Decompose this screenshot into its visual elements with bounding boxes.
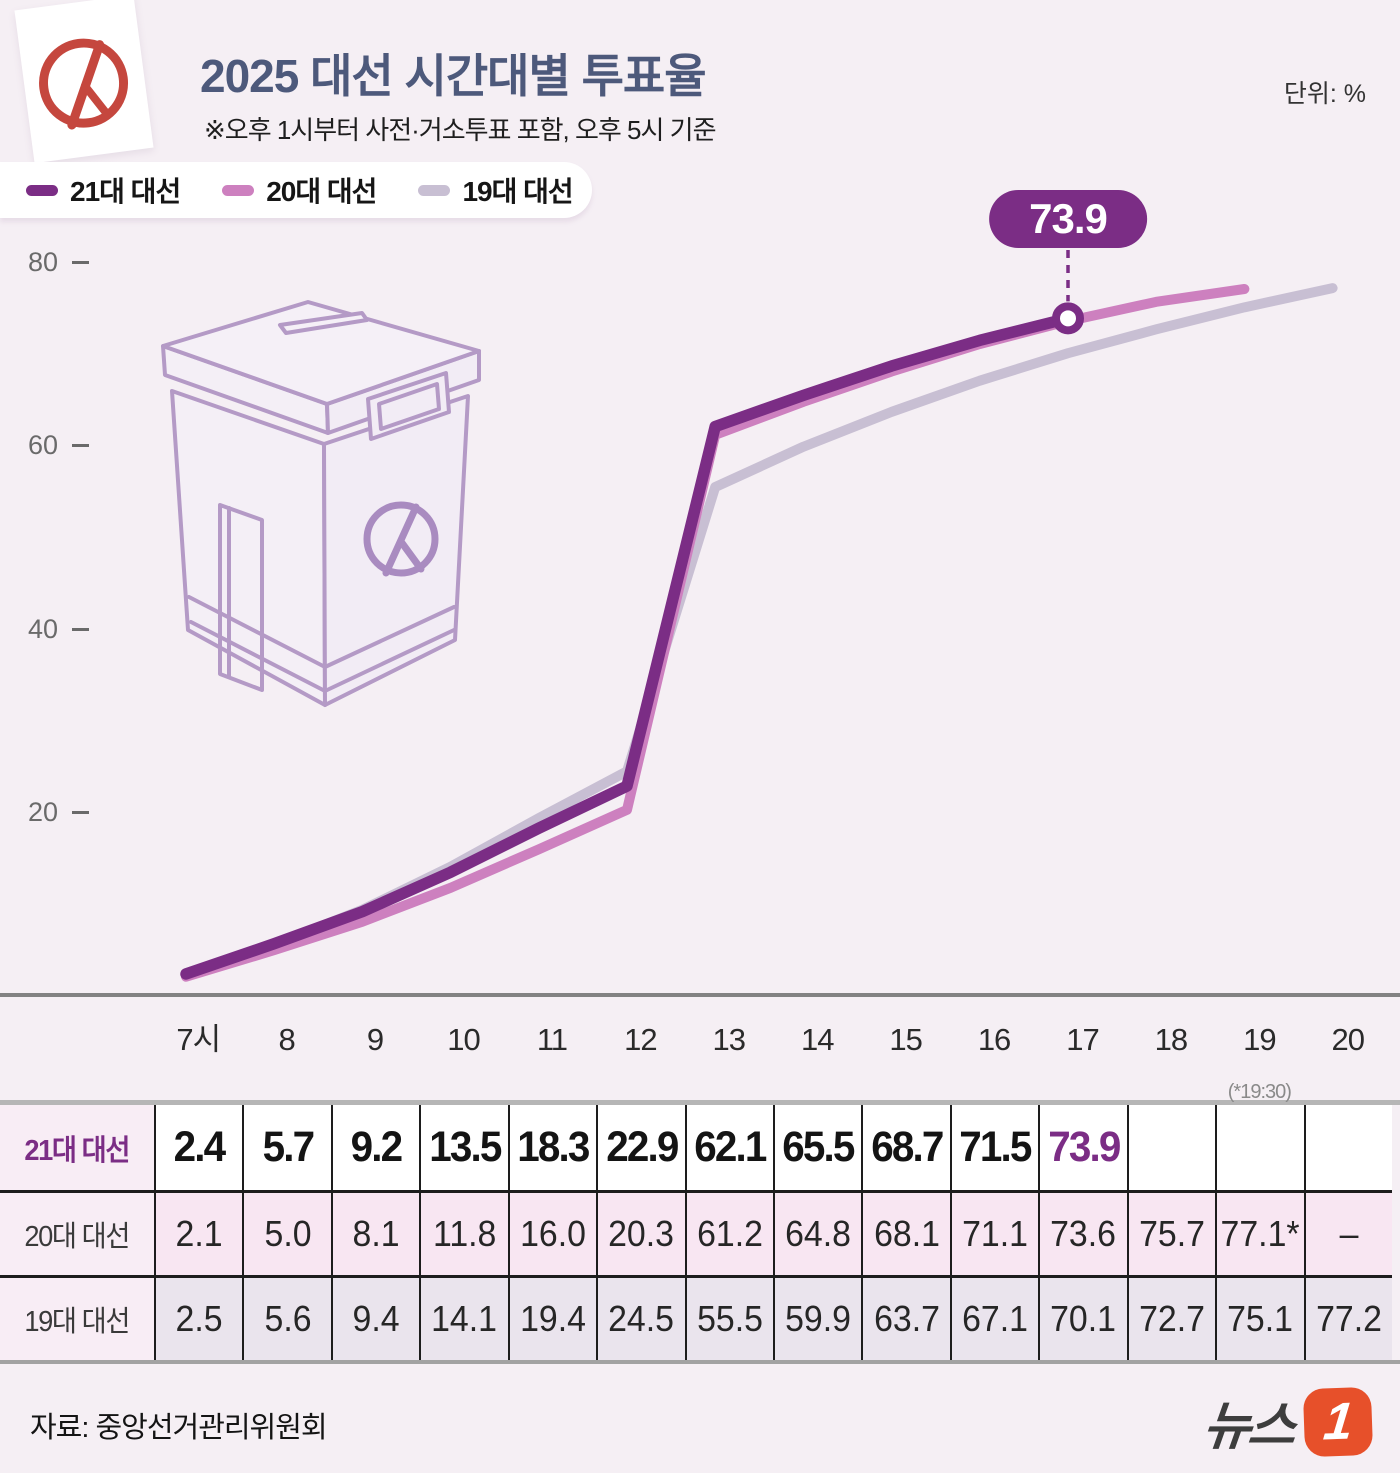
table-row-label: 21대 대선 bbox=[0, 1105, 154, 1190]
data-point-marker bbox=[1052, 302, 1084, 335]
table-cell: 5.6 bbox=[242, 1275, 331, 1360]
table-cell: 9.2 bbox=[330, 1105, 420, 1190]
y-axis-tick: 40 bbox=[16, 609, 89, 649]
x-axis-hours: 7시 8 9 10 11 12 13 14 15 16 17 18 19 (*19:30) 20 bbox=[0, 1008, 1400, 1103]
table-cell bbox=[1126, 1105, 1216, 1190]
table-cell: 11.8 bbox=[419, 1190, 508, 1275]
table-cell bbox=[1303, 1105, 1392, 1190]
ballot-stamp-logo bbox=[14, 0, 154, 164]
table-cell: 70.1 bbox=[1038, 1275, 1127, 1360]
chart-baseline bbox=[0, 993, 1400, 997]
legend-label-21st: 21대 대선 bbox=[70, 176, 181, 207]
y-axis-tick: 60 bbox=[16, 426, 89, 466]
hour-label: 8 bbox=[278, 1022, 296, 1057]
table-cell: 77.1* bbox=[1215, 1190, 1304, 1275]
table-cell: 13.5 bbox=[419, 1105, 508, 1190]
hour-label: 12 bbox=[624, 1022, 657, 1057]
table-cell: 9.4 bbox=[330, 1275, 420, 1360]
table-cell: 24.5 bbox=[596, 1275, 685, 1360]
legend-label-19th: 19대 대선 bbox=[462, 176, 573, 207]
table-cell: 19.4 bbox=[507, 1275, 597, 1360]
hour-note: (*19:30) bbox=[1227, 1081, 1292, 1103]
hour-label: 19 (*19:30) bbox=[1215, 1008, 1303, 1103]
hour-label: 14 bbox=[800, 1022, 834, 1057]
stamp-icon bbox=[39, 38, 129, 130]
page-title: 2025 대선 시간대별 투표율 bbox=[200, 50, 707, 102]
legend-swatch-21st bbox=[26, 184, 58, 196]
news1-wordmark: 뉴스 bbox=[1200, 1398, 1297, 1456]
table-cell: 61.2 bbox=[684, 1190, 773, 1275]
page-subtitle: ※오후 1시부터 사전·거소투표 포함, 오후 5시 기준 bbox=[204, 115, 716, 145]
table-cell: 59.9 bbox=[773, 1275, 862, 1360]
table-cell: 55.5 bbox=[684, 1275, 773, 1360]
table-row-label: 20대 대선 bbox=[0, 1190, 154, 1275]
hour-label: 7시 bbox=[176, 1022, 221, 1057]
table-cell: 68.1 bbox=[861, 1190, 950, 1275]
ballot-box-drawing bbox=[161, 300, 481, 707]
table-cell: 22.9 bbox=[596, 1105, 685, 1190]
table-cell: 71.5 bbox=[949, 1105, 1039, 1190]
table-cell: 73.9 bbox=[1038, 1105, 1127, 1190]
legend-item-19th: 19대 대선 bbox=[418, 170, 574, 210]
chart-legend: 21대 대선 20대 대선 19대 대선 bbox=[0, 162, 592, 218]
table-row-label: 19대 대선 bbox=[0, 1275, 154, 1360]
hour-label: 13 bbox=[712, 1022, 746, 1057]
table-cell: 65.5 bbox=[773, 1105, 862, 1190]
table-cell: 5.0 bbox=[242, 1190, 331, 1275]
ballot-box-illustration bbox=[158, 292, 498, 729]
hour-label: 18 bbox=[1154, 1022, 1188, 1057]
table-cell: 68.7 bbox=[861, 1105, 950, 1190]
legend-swatch-20th bbox=[222, 184, 255, 196]
y-axis-tick: 80 bbox=[16, 242, 89, 282]
table-cell: 2.5 bbox=[154, 1275, 243, 1360]
table-cell: 8.1 bbox=[330, 1190, 420, 1275]
table-cell: 77.2 bbox=[1303, 1275, 1392, 1360]
table-cell: 14.1 bbox=[419, 1275, 508, 1360]
table-bottom-rule bbox=[0, 1360, 1400, 1364]
table-cell: 18.3 bbox=[507, 1105, 597, 1190]
value-callout-badge: 73.9 bbox=[989, 190, 1147, 248]
hour-label: 20 bbox=[1331, 1022, 1365, 1057]
table-cell bbox=[1215, 1105, 1304, 1190]
hour-label: 17 bbox=[1066, 1022, 1099, 1057]
legend-swatch-19th bbox=[418, 184, 451, 196]
table-cell: – bbox=[1303, 1190, 1392, 1275]
table-cell: 20.3 bbox=[596, 1190, 685, 1275]
table-cell: 75.1 bbox=[1215, 1275, 1304, 1360]
table-top-rule bbox=[0, 1100, 1400, 1105]
legend-label-20th: 20대 대선 bbox=[266, 176, 377, 207]
table-cell: 2.4 bbox=[154, 1105, 243, 1190]
table-cell: 16.0 bbox=[507, 1190, 597, 1275]
hour-label: 15 bbox=[889, 1022, 922, 1057]
source-credit: 자료: 중앙선거관리위원회 bbox=[30, 1412, 328, 1444]
y-axis-tick: 20 bbox=[16, 793, 89, 833]
news1-one-icon: 1 bbox=[1302, 1386, 1374, 1457]
hour-label: 16 bbox=[977, 1022, 1011, 1057]
unit-label: 단위: % bbox=[1283, 80, 1366, 108]
table-cell: 62.1 bbox=[684, 1105, 773, 1190]
news1-logo: 뉴스 1 bbox=[1201, 1384, 1374, 1459]
turnout-table: 21대 대선 2.4 5.7 9.2 13.5 18.3 22.9 62.1 65.5 68.7 7… bbox=[0, 1105, 1392, 1360]
table-cell: 63.7 bbox=[861, 1275, 950, 1360]
hour-label: 9 bbox=[366, 1022, 384, 1057]
table-cell: 72.7 bbox=[1126, 1275, 1216, 1360]
legend-item-20th: 20대 대선 bbox=[222, 170, 377, 210]
table-cell: 67.1 bbox=[949, 1275, 1039, 1360]
hour-label: 11 bbox=[536, 1022, 568, 1057]
table-cell: 73.6 bbox=[1038, 1190, 1127, 1275]
table-cell: 5.7 bbox=[242, 1105, 331, 1190]
hour-label: 10 bbox=[447, 1022, 480, 1057]
table-cell: 64.8 bbox=[773, 1190, 862, 1275]
table-cell: 75.7 bbox=[1126, 1190, 1216, 1275]
table-cell: 2.1 bbox=[154, 1190, 243, 1275]
legend-item-21st: 21대 대선 bbox=[26, 170, 181, 210]
table-cell: 71.1 bbox=[949, 1190, 1039, 1275]
